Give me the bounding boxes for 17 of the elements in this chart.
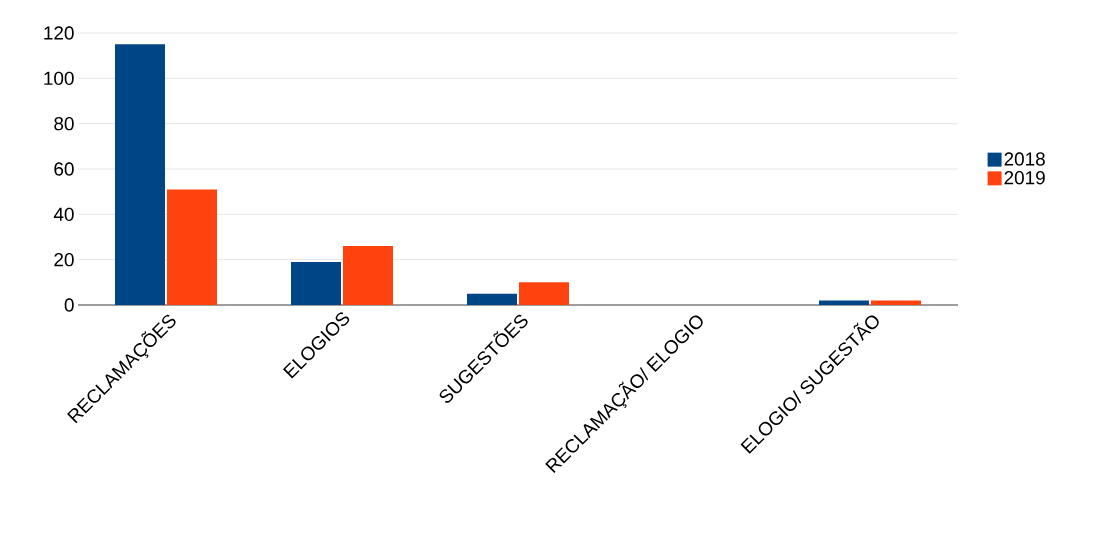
y-tick-label: 40	[53, 207, 74, 222]
bar	[467, 293, 518, 305]
bar	[519, 282, 569, 305]
bar	[871, 300, 921, 305]
y-tick-label: 100	[44, 71, 74, 86]
legend-label: 2019	[1004, 170, 1045, 185]
bar	[291, 261, 342, 305]
y-tick-label: 20	[54, 252, 74, 267]
bar	[343, 246, 393, 305]
y-tick-label: 0	[64, 298, 74, 312]
y-tick-label: 120	[44, 26, 74, 40]
bar	[115, 44, 165, 305]
bar	[819, 300, 870, 305]
legend-label: 2018	[1004, 152, 1045, 166]
y-tick-label: 80	[54, 116, 74, 131]
y-tick-label: 60	[54, 162, 74, 176]
bar	[167, 189, 217, 305]
